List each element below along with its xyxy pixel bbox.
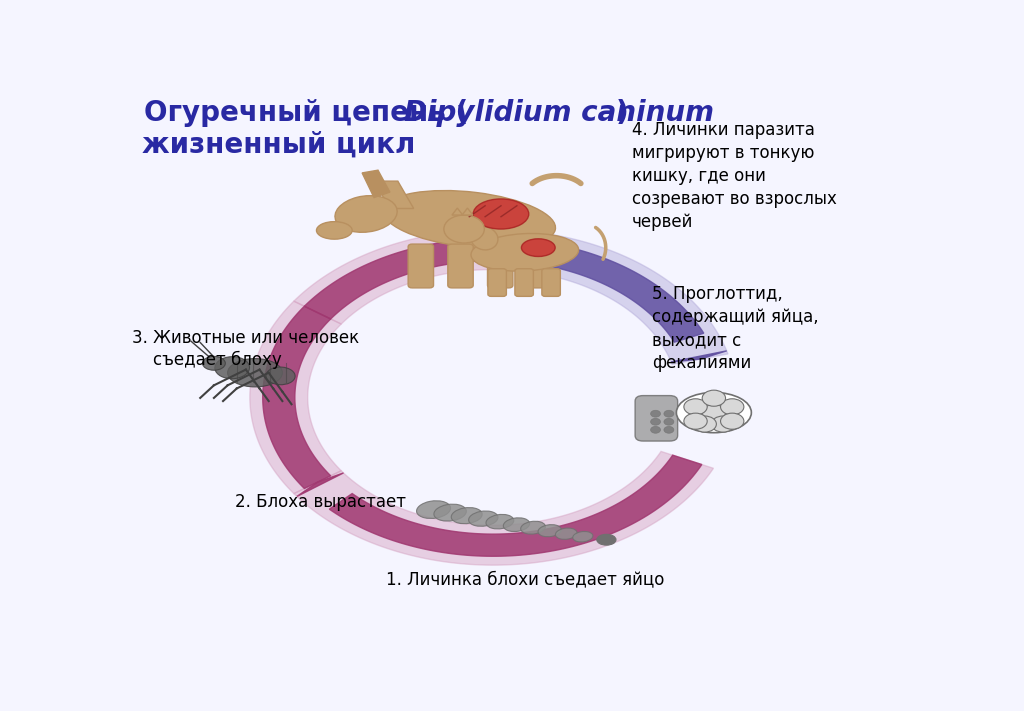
Polygon shape bbox=[297, 473, 343, 496]
Polygon shape bbox=[527, 241, 703, 342]
Polygon shape bbox=[521, 232, 530, 271]
Circle shape bbox=[650, 410, 660, 417]
Ellipse shape bbox=[473, 199, 528, 229]
Ellipse shape bbox=[486, 514, 514, 529]
Ellipse shape bbox=[203, 356, 225, 370]
Ellipse shape bbox=[471, 227, 498, 250]
Ellipse shape bbox=[572, 531, 593, 542]
Ellipse shape bbox=[469, 511, 498, 526]
FancyBboxPatch shape bbox=[515, 269, 534, 296]
Ellipse shape bbox=[383, 191, 555, 248]
Ellipse shape bbox=[266, 367, 295, 385]
Text: жизненный цикл: жизненный цикл bbox=[142, 130, 416, 159]
Text: 1. Личинка блохи съедает яйцо: 1. Личинка блохи съедает яйцо bbox=[386, 570, 664, 588]
FancyBboxPatch shape bbox=[487, 269, 507, 296]
Text: Dipylidium caninum: Dipylidium caninum bbox=[404, 99, 714, 127]
Circle shape bbox=[684, 399, 708, 415]
Ellipse shape bbox=[677, 392, 752, 433]
Polygon shape bbox=[462, 208, 473, 215]
Polygon shape bbox=[263, 306, 331, 488]
Ellipse shape bbox=[597, 534, 616, 545]
Circle shape bbox=[702, 390, 726, 406]
Text: ): ) bbox=[616, 99, 629, 127]
Circle shape bbox=[702, 405, 726, 421]
Ellipse shape bbox=[504, 518, 529, 532]
Text: 3. Животные или человек
    съедает блоху: 3. Животные или человек съедает блоху bbox=[132, 329, 359, 370]
Ellipse shape bbox=[538, 525, 561, 537]
Polygon shape bbox=[525, 232, 728, 364]
Polygon shape bbox=[304, 238, 498, 319]
Ellipse shape bbox=[452, 508, 482, 524]
Ellipse shape bbox=[521, 239, 555, 257]
Polygon shape bbox=[671, 351, 727, 362]
Ellipse shape bbox=[417, 501, 451, 518]
Circle shape bbox=[721, 399, 743, 415]
Ellipse shape bbox=[520, 521, 546, 534]
FancyBboxPatch shape bbox=[542, 269, 560, 296]
Polygon shape bbox=[294, 451, 714, 565]
Ellipse shape bbox=[215, 357, 250, 379]
Polygon shape bbox=[362, 170, 390, 198]
FancyBboxPatch shape bbox=[487, 244, 513, 288]
Circle shape bbox=[693, 416, 717, 432]
FancyBboxPatch shape bbox=[519, 244, 545, 288]
Circle shape bbox=[650, 418, 660, 425]
FancyBboxPatch shape bbox=[409, 244, 433, 288]
Ellipse shape bbox=[471, 233, 579, 271]
Polygon shape bbox=[250, 301, 341, 493]
Ellipse shape bbox=[555, 528, 578, 540]
Text: Огуречный цепень (: Огуречный цепень ( bbox=[143, 99, 468, 127]
FancyBboxPatch shape bbox=[447, 244, 473, 288]
Polygon shape bbox=[452, 208, 463, 215]
Circle shape bbox=[664, 427, 674, 433]
Circle shape bbox=[650, 427, 660, 433]
Ellipse shape bbox=[227, 358, 283, 387]
Text: 5. Проглоттид,
содержащий яйца,
выходит с
фекалиями: 5. Проглоттид, содержащий яйца, выходит … bbox=[652, 285, 818, 372]
Polygon shape bbox=[294, 230, 536, 324]
Polygon shape bbox=[330, 455, 701, 556]
Circle shape bbox=[721, 413, 743, 429]
Circle shape bbox=[664, 418, 674, 425]
Circle shape bbox=[664, 410, 674, 417]
Text: 4. Личинки паразита
мигрируют в тонкую
кишку, где они
созревают во взрослых
черв: 4. Личинки паразита мигрируют в тонкую к… bbox=[632, 121, 837, 230]
Circle shape bbox=[712, 416, 734, 432]
Circle shape bbox=[443, 215, 484, 243]
Ellipse shape bbox=[335, 196, 397, 232]
Circle shape bbox=[684, 413, 708, 429]
Text: 2. Блоха вырастает: 2. Блоха вырастает bbox=[236, 493, 407, 511]
FancyBboxPatch shape bbox=[635, 395, 678, 441]
Ellipse shape bbox=[316, 222, 352, 239]
Polygon shape bbox=[374, 181, 414, 208]
Ellipse shape bbox=[434, 504, 466, 521]
